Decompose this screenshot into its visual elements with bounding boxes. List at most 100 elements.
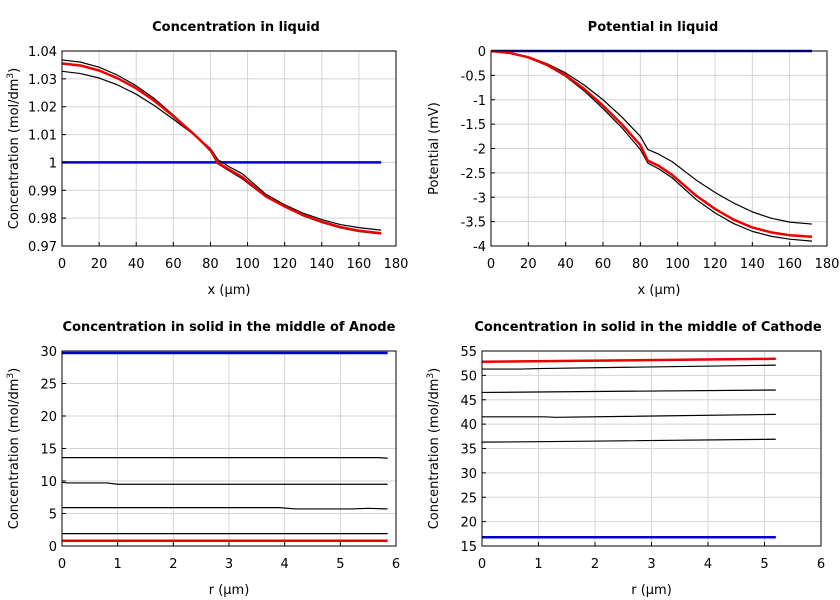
x-tick-label: 0 bbox=[487, 257, 495, 272]
y-tick-label: 35 bbox=[460, 443, 477, 458]
x-tick-label: 2 bbox=[169, 557, 177, 572]
y-axis-label-tail: ) bbox=[7, 368, 22, 373]
y-axis-label-main: Potential (mV) bbox=[427, 102, 442, 195]
y-axis-label-main: Concentration (mol/dm bbox=[7, 79, 22, 230]
y-tick-label: -1 bbox=[473, 94, 486, 109]
x-tick-label: 2 bbox=[591, 557, 599, 572]
x-tick-label: 5 bbox=[336, 557, 344, 572]
x-axis-label: x (µm) bbox=[208, 283, 251, 298]
x-tick-label: 160 bbox=[777, 257, 802, 272]
x-tick-label: 100 bbox=[665, 257, 690, 272]
panel-concentration-liquid: 0 20 40 60 80 100 120 140 160 180 0.97 0.98 0.99 1 1.0… bbox=[6, 20, 408, 298]
y-tick-label: 10 bbox=[40, 475, 57, 490]
y-axis-label-tail: ) bbox=[427, 368, 442, 373]
x-tick-label: 1 bbox=[114, 557, 122, 572]
y-axis-label: Potential (mV) bbox=[427, 102, 442, 195]
y-tick-label: 0.98 bbox=[28, 212, 57, 227]
y-tick-label: 0.97 bbox=[28, 240, 57, 255]
x-tick-label: 0 bbox=[58, 257, 66, 272]
x-axis-label: r (µm) bbox=[631, 583, 672, 598]
y-tick-label: 1 bbox=[49, 156, 57, 171]
y-tick-label: 30 bbox=[40, 345, 57, 360]
y-tick-label: -3 bbox=[473, 191, 486, 206]
x-axis-label: x (µm) bbox=[638, 283, 681, 298]
y-tick-label: 0.99 bbox=[28, 184, 57, 199]
y-axis-label-tail: ) bbox=[7, 68, 22, 73]
y-tick-label: 30 bbox=[460, 467, 477, 482]
x-tick-label: 5 bbox=[760, 557, 768, 572]
y-axis-label-superscript: 3 bbox=[426, 373, 436, 379]
series-line-4 bbox=[482, 364, 776, 370]
x-tick-label: 3 bbox=[647, 557, 655, 572]
series-line-3 bbox=[481, 389, 776, 394]
x-tick-label: 120 bbox=[703, 257, 728, 272]
x-tick-label: 3 bbox=[225, 557, 233, 572]
y-tick-label: 1.04 bbox=[28, 45, 57, 60]
y-tick-label: 50 bbox=[460, 369, 477, 384]
y-tick-label: 45 bbox=[460, 394, 477, 409]
y-tick-label: 0 bbox=[478, 45, 486, 60]
y-tick-label: -4 bbox=[473, 240, 486, 255]
chart-title: Concentration in liquid bbox=[152, 20, 320, 35]
y-axis-label-main: Concentration (mol/dm bbox=[7, 379, 22, 530]
x-tick-label: 4 bbox=[704, 557, 712, 572]
y-tick-label: 20 bbox=[460, 516, 477, 531]
y-tick-label: 15 bbox=[40, 443, 57, 458]
x-tick-label: 160 bbox=[346, 257, 371, 272]
panel-potential-liquid: 0 20 40 60 80 100 120 140 160 180 -4 -3.5 -3 -2.5 -2 -1… bbox=[427, 20, 839, 298]
x-tick-label: 140 bbox=[740, 257, 765, 272]
y-tick-label: 1.02 bbox=[28, 101, 57, 116]
y-axis-label-superscript: 3 bbox=[6, 73, 16, 79]
y-tick-label: 1.01 bbox=[28, 129, 57, 144]
y-tick-label: 25 bbox=[460, 491, 477, 506]
y-tick-label: 1.03 bbox=[28, 73, 57, 88]
x-tick-label: 1 bbox=[534, 557, 542, 572]
x-tick-label: 180 bbox=[384, 257, 409, 272]
chart-title: Concentration in solid in the middle of … bbox=[474, 320, 822, 335]
y-axis-label: Concentration (mol/dm3) bbox=[6, 368, 22, 530]
series-line-5 bbox=[481, 357, 776, 363]
y-tick-label: 55 bbox=[460, 345, 477, 360]
series-line-1 bbox=[481, 438, 776, 443]
x-tick-label: 80 bbox=[202, 257, 219, 272]
x-tick-label: 180 bbox=[815, 257, 840, 272]
plot-frame bbox=[61, 50, 397, 247]
x-tick-label: 60 bbox=[165, 257, 182, 272]
x-tick-label: 6 bbox=[392, 557, 400, 572]
y-tick-label: 0 bbox=[49, 540, 57, 555]
x-tick-label: 4 bbox=[281, 557, 289, 572]
y-axis-label: Concentration (mol/dm3) bbox=[426, 368, 442, 530]
series-line-1 bbox=[61, 70, 382, 231]
x-tick-label: 120 bbox=[272, 257, 297, 272]
chart-title: Concentration in solid in the middle of … bbox=[63, 320, 396, 335]
y-tick-label: -0.5 bbox=[461, 69, 486, 84]
x-tick-label: 0 bbox=[58, 557, 66, 572]
series-line-3 bbox=[490, 49, 813, 238]
y-tick-label: -3.5 bbox=[461, 216, 486, 231]
y-tick-label: -1.5 bbox=[461, 118, 486, 133]
x-tick-label: 40 bbox=[557, 257, 574, 272]
plot-area bbox=[62, 51, 396, 246]
series-line-2 bbox=[482, 413, 776, 418]
x-tick-label: 20 bbox=[520, 257, 537, 272]
panel-solid-anode: 0 1 2 3 4 5 6 0 5 10 15 20 25 30 Concentration in soli… bbox=[6, 320, 400, 598]
y-tick-label: 25 bbox=[40, 378, 57, 393]
series-line-2 bbox=[61, 481, 388, 485]
chart-title: Potential in liquid bbox=[588, 20, 719, 35]
y-tick-label: 40 bbox=[460, 418, 477, 433]
y-tick-label: -2 bbox=[473, 143, 486, 158]
y-axis-label-main: Concentration (mol/dm bbox=[427, 379, 442, 530]
x-tick-label: 100 bbox=[235, 257, 260, 272]
y-tick-label: -2.5 bbox=[461, 167, 486, 182]
x-tick-label: 80 bbox=[632, 257, 649, 272]
y-tick-label: 20 bbox=[40, 410, 57, 425]
x-axis-label: r (µm) bbox=[209, 583, 250, 598]
series-line-1 bbox=[62, 457, 388, 459]
x-tick-label: 20 bbox=[91, 257, 108, 272]
series-line-3 bbox=[61, 62, 382, 235]
series-line-3 bbox=[62, 507, 388, 510]
y-tick-label: 5 bbox=[49, 508, 57, 523]
y-axis-label: Concentration (mol/dm3) bbox=[6, 68, 22, 230]
